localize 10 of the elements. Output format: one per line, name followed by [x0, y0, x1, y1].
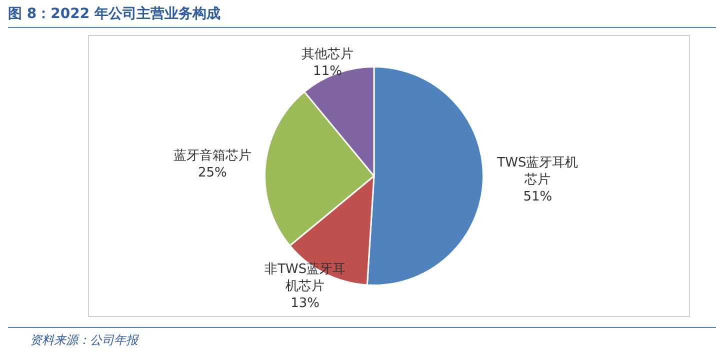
data-label: 25%: [198, 166, 227, 181]
chart-title: 图 8：2022 年公司主营业务构成: [8, 5, 220, 23]
slice-label: TWS蓝牙耳机芯片: [496, 155, 578, 188]
data-label: 11%: [313, 64, 342, 80]
text: 资料来源：公司年报: [30, 332, 138, 349]
slice-label: 蓝牙音箱芯片: [173, 148, 252, 164]
slice-label: 其他芯片: [302, 47, 354, 62]
slice-label: 非TWS蓝牙耳机芯片: [264, 262, 346, 294]
data-label: 51%: [523, 189, 552, 204]
data-label: 13%: [290, 296, 320, 311]
